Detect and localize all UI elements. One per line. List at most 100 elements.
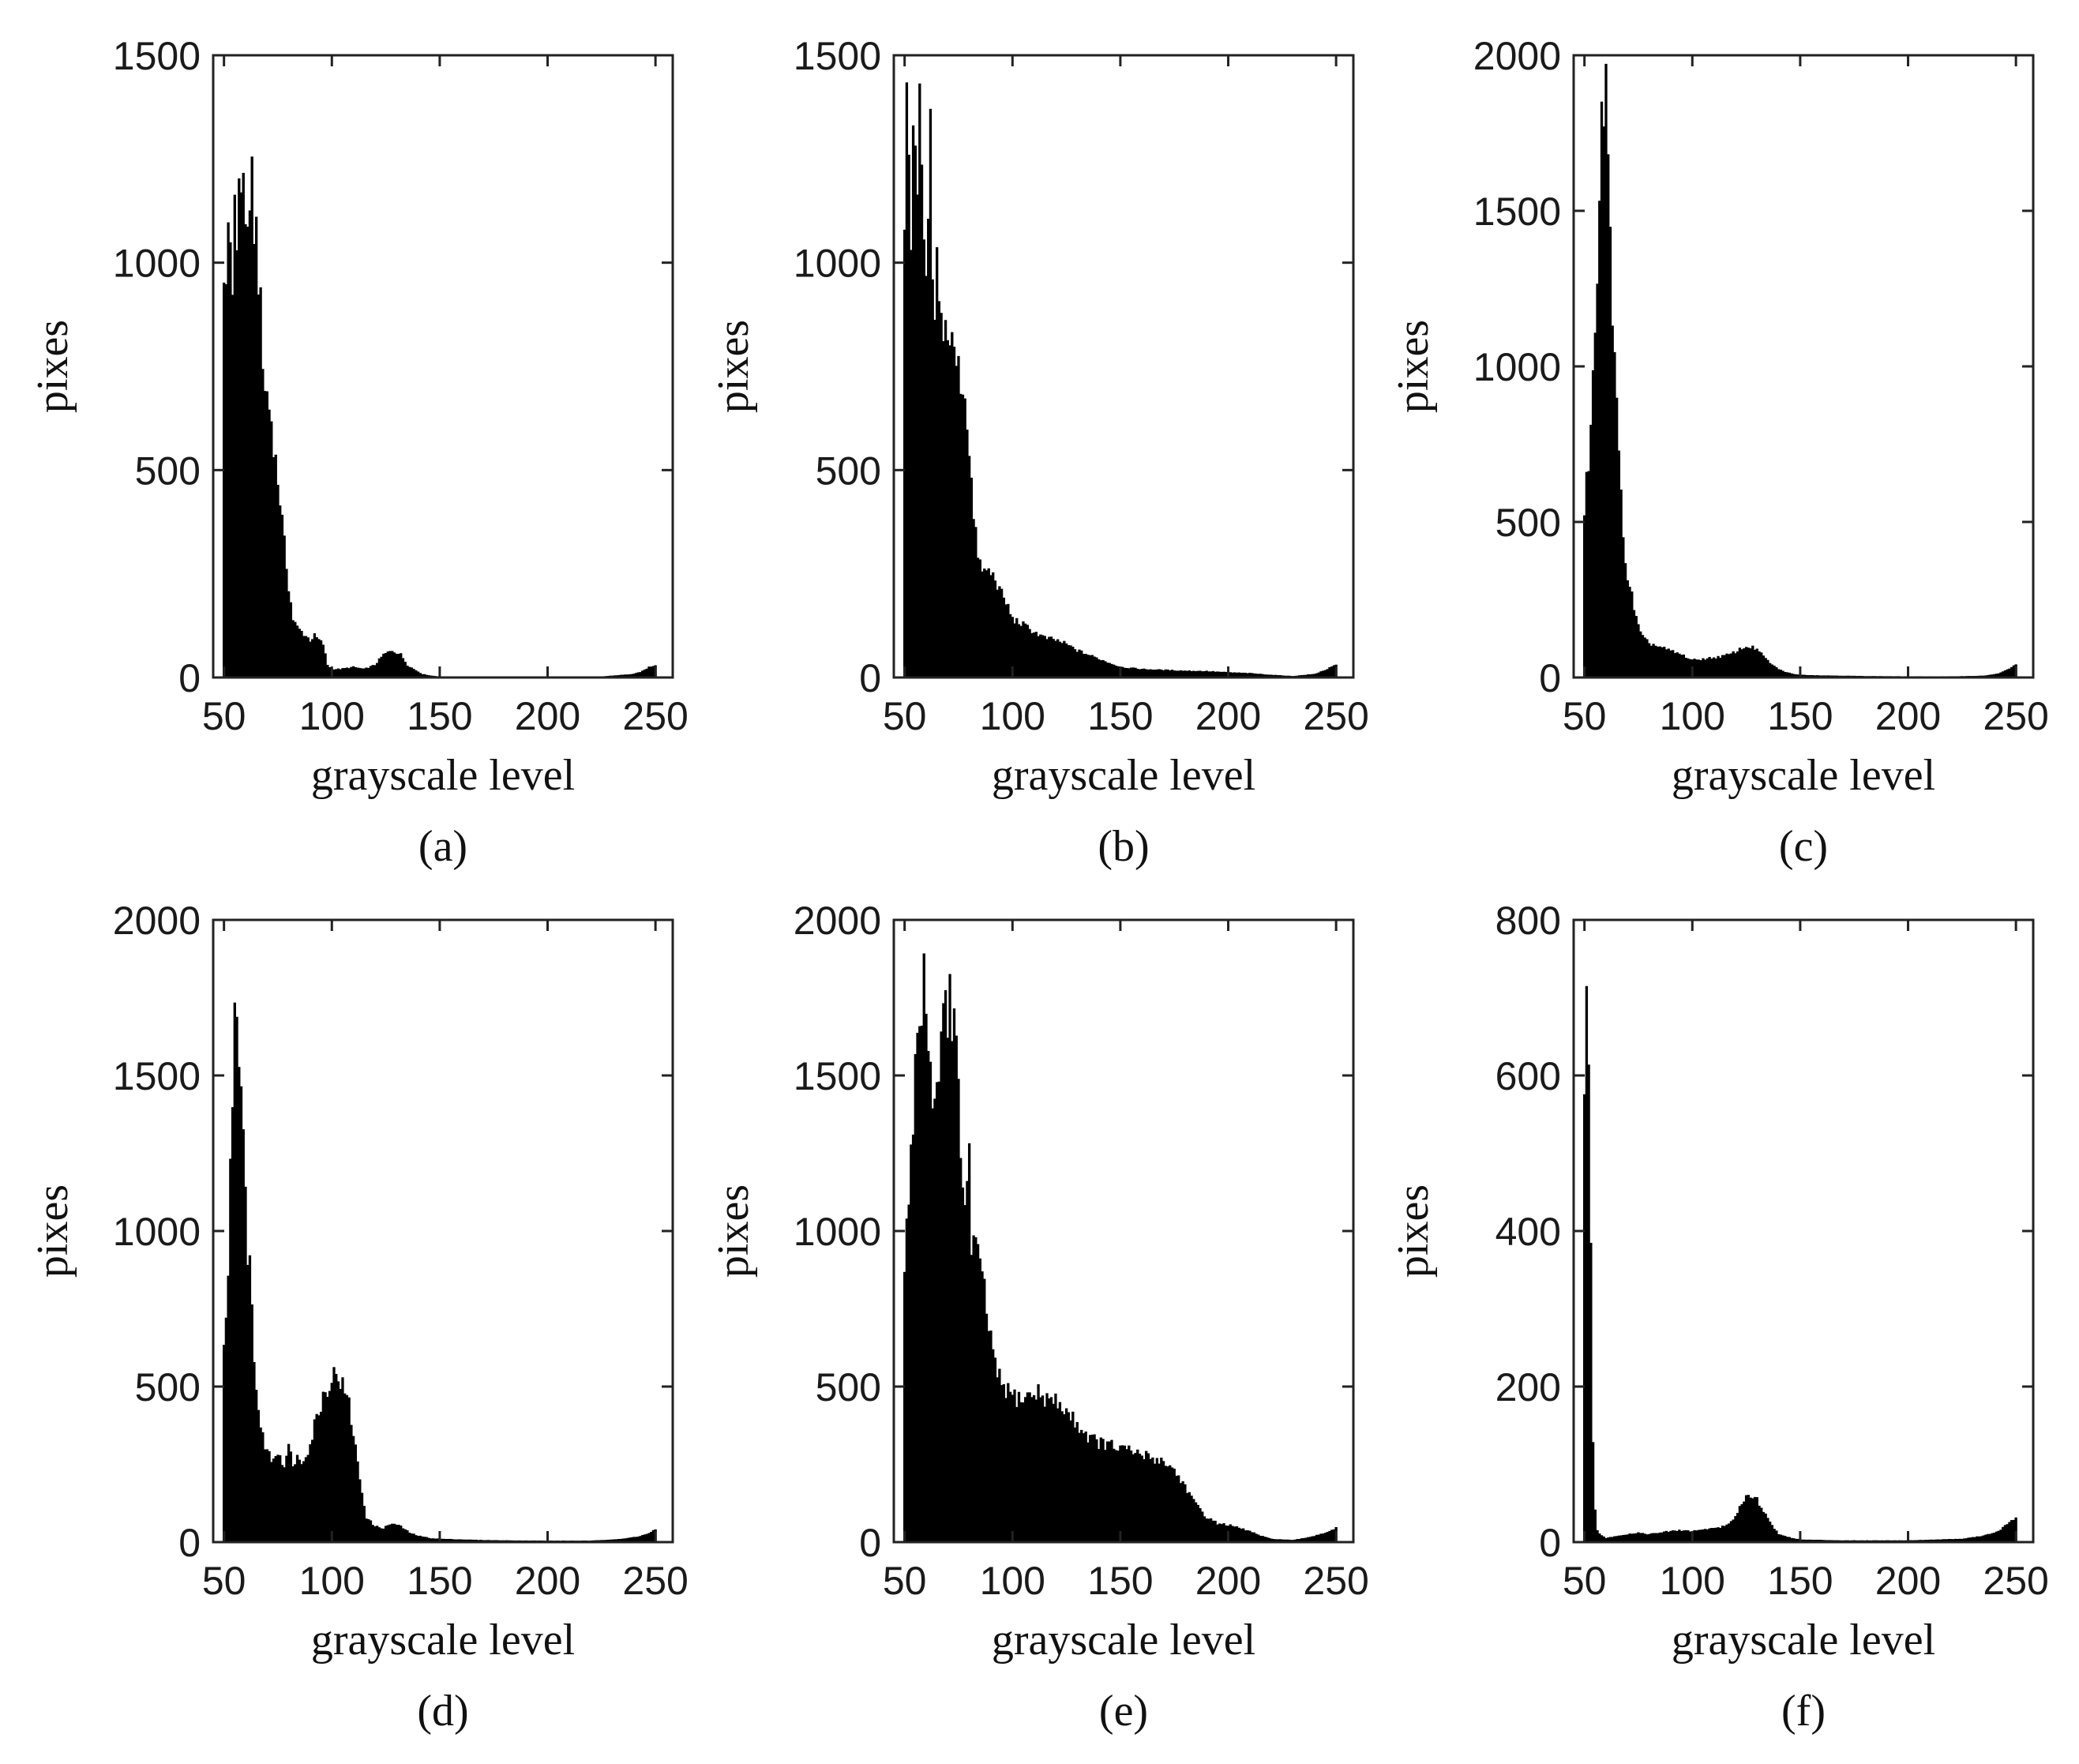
histogram-bar bbox=[401, 658, 405, 678]
histogram-bar bbox=[1179, 1483, 1183, 1543]
x-tick-label: 200 bbox=[1875, 694, 1941, 738]
histogram-bar bbox=[1732, 1519, 1735, 1543]
histogram-bar bbox=[948, 345, 951, 678]
histogram-bar bbox=[992, 572, 995, 678]
histogram-bar bbox=[967, 456, 971, 678]
histogram-bar bbox=[1218, 1523, 1222, 1543]
histogram-bar bbox=[1099, 660, 1102, 678]
histogram-bar bbox=[1011, 1394, 1014, 1543]
histogram-bar bbox=[981, 1271, 984, 1543]
y-tick-label: 1500 bbox=[1473, 190, 1561, 234]
histogram-bar bbox=[235, 1016, 238, 1543]
plot-frame bbox=[212, 54, 674, 679]
y-tick-label: 0 bbox=[859, 1521, 881, 1565]
histogram-bar bbox=[993, 580, 997, 678]
histogram-bar bbox=[1034, 632, 1038, 678]
histogram-bar bbox=[1721, 1526, 1724, 1543]
histogram-bar bbox=[1134, 667, 1137, 678]
histogram-bar bbox=[1056, 1408, 1060, 1543]
histogram-bar bbox=[1587, 471, 1590, 678]
histogram-bar bbox=[1693, 659, 1696, 678]
histogram-bar bbox=[942, 341, 945, 678]
histogram-bar bbox=[233, 1002, 236, 1543]
histogram-bar bbox=[1129, 667, 1133, 678]
histogram-bar bbox=[1216, 1524, 1219, 1543]
histogram-bar bbox=[2006, 1524, 2009, 1543]
histogram-bar bbox=[1596, 1529, 1599, 1543]
histogram-bar bbox=[1097, 659, 1101, 678]
histogram-bar bbox=[406, 1529, 409, 1543]
histogram-bar bbox=[1699, 660, 1702, 678]
y-tick-label: 1000 bbox=[113, 242, 201, 286]
histogram-bar bbox=[1639, 631, 1642, 678]
histogram-bar bbox=[328, 1391, 332, 1543]
histogram-bar bbox=[927, 1050, 930, 1543]
histogram-bar bbox=[412, 669, 415, 678]
histogram-bar bbox=[1143, 1458, 1146, 1543]
histogram-bar bbox=[1598, 1533, 1601, 1543]
histogram-bar bbox=[1755, 648, 1758, 678]
histogram-bar bbox=[1255, 1533, 1258, 1543]
histogram-bar bbox=[1054, 1393, 1057, 1543]
histogram-bar bbox=[1160, 1457, 1163, 1543]
histogram-bar bbox=[1166, 1466, 1169, 1543]
histogram-bar bbox=[961, 1187, 965, 1543]
histogram-bar bbox=[1697, 659, 1701, 678]
histogram-bar bbox=[2003, 1525, 2007, 1543]
histogram-bar bbox=[1088, 655, 1092, 678]
histogram-bar bbox=[1619, 490, 1623, 678]
histogram-bar bbox=[1155, 1458, 1159, 1543]
histogram-bar bbox=[1184, 1484, 1187, 1543]
histogram-bar bbox=[350, 666, 353, 678]
histogram-bar bbox=[1661, 1532, 1664, 1543]
histogram-bar bbox=[1090, 1434, 1094, 1543]
histogram-bar bbox=[907, 154, 910, 678]
histogram-bar bbox=[989, 575, 993, 678]
histogram-bar bbox=[1128, 1445, 1131, 1543]
histogram-bar bbox=[1097, 1449, 1101, 1543]
histogram-bar bbox=[1330, 1529, 1334, 1543]
histogram-bar bbox=[1069, 645, 1072, 678]
histogram-bar bbox=[1058, 641, 1062, 678]
histogram-bar bbox=[1634, 1533, 1638, 1543]
x-tick-label: 250 bbox=[1303, 694, 1368, 738]
histogram-bar bbox=[1095, 1439, 1098, 1543]
histogram-bar bbox=[1116, 1451, 1120, 1543]
y-tick-label: 2000 bbox=[1473, 34, 1561, 78]
histogram-bar bbox=[1201, 1511, 1204, 1543]
histogram-bar bbox=[242, 172, 245, 678]
histogram-bar bbox=[326, 1397, 329, 1543]
histogram-bar bbox=[647, 1533, 651, 1543]
histogram-bar bbox=[1039, 634, 1042, 678]
histogram-bar bbox=[1175, 1475, 1178, 1543]
histogram-bar bbox=[375, 662, 379, 678]
histogram-bar bbox=[993, 1357, 997, 1543]
histogram-bar bbox=[1589, 1242, 1593, 1543]
histogram-bar bbox=[1022, 1402, 1025, 1543]
histogram-bar bbox=[1002, 597, 1006, 678]
histogram-bar bbox=[1632, 610, 1636, 678]
histogram-bar bbox=[1743, 1501, 1746, 1543]
histogram-bar bbox=[1775, 1530, 1778, 1543]
x-tick-label: 50 bbox=[202, 694, 246, 738]
histogram-bar bbox=[384, 1526, 388, 1543]
histogram-bar bbox=[1030, 1397, 1034, 1543]
histogram-bar bbox=[650, 666, 653, 678]
histogram-bar bbox=[1039, 1397, 1042, 1543]
plot-frame bbox=[1572, 54, 2035, 679]
x-tick-label: 200 bbox=[1875, 1559, 1941, 1603]
histogram-bar bbox=[972, 519, 975, 678]
histogram-bar bbox=[1073, 1427, 1077, 1543]
histogram-bar bbox=[300, 630, 303, 678]
y-tick-label: 1500 bbox=[113, 34, 201, 78]
histogram-bar bbox=[1190, 1496, 1193, 1543]
y-tick-label: 1000 bbox=[113, 1210, 201, 1254]
y-tick-label: 500 bbox=[135, 449, 201, 493]
histogram-bar bbox=[1682, 1530, 1686, 1543]
histogram-bar bbox=[1587, 1064, 1590, 1543]
histogram-bar bbox=[300, 1464, 303, 1543]
histogram-bar bbox=[1695, 1530, 1698, 1543]
histogram-bar bbox=[1173, 1468, 1176, 1543]
panel-label: (d) bbox=[417, 1687, 468, 1736]
histogram-bar bbox=[1646, 639, 1649, 678]
